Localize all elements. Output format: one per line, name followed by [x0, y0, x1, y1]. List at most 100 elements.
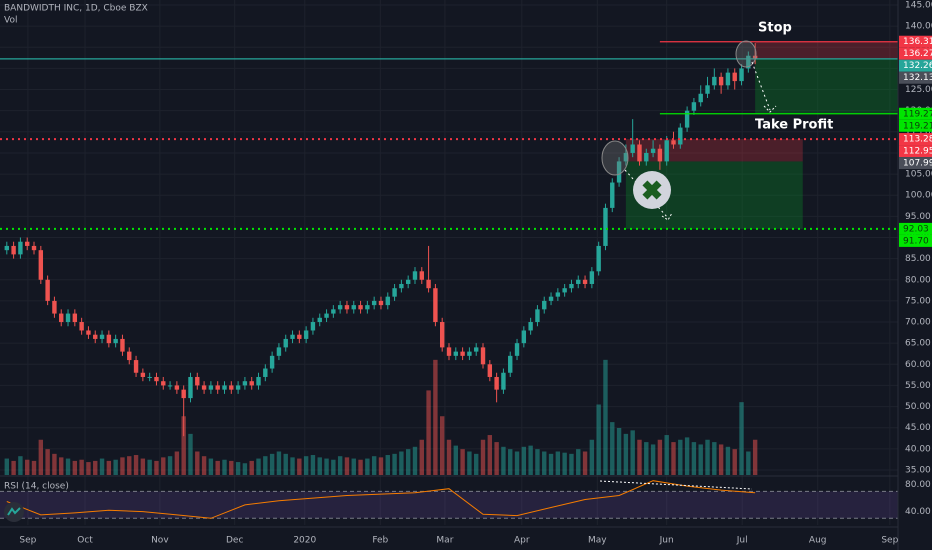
volume-bar	[337, 456, 343, 475]
arrow-head	[763, 105, 777, 113]
x-tick-label: 2020	[293, 536, 316, 546]
price-tag-label: 92.03	[903, 224, 929, 234]
volume-bar	[562, 452, 567, 475]
candle-body	[474, 347, 479, 352]
price-tag	[899, 71, 932, 84]
volume-bar	[603, 359, 608, 475]
candle-body	[494, 376, 499, 390]
volume-bar	[419, 439, 424, 475]
candle-body	[576, 279, 581, 284]
candle-body	[297, 334, 302, 339]
volume-bar	[637, 439, 642, 475]
volume-bar	[45, 449, 50, 475]
volume-bar	[705, 439, 710, 475]
candle-body	[371, 300, 377, 306]
price-tag-label: 119.21	[903, 121, 932, 131]
candle-body	[480, 347, 486, 365]
candle-body	[351, 305, 356, 310]
volume-bar	[242, 463, 248, 475]
volume-bar	[154, 460, 159, 475]
candle-body	[433, 288, 438, 323]
price-tag	[899, 119, 932, 132]
candle-body	[106, 334, 112, 344]
y-tick-label: 100.00	[905, 191, 932, 201]
volume-bar	[229, 460, 234, 475]
volume-bar	[399, 451, 404, 475]
price-tag-label: 107.99	[903, 159, 932, 169]
y-tick-label: 95.00	[905, 212, 931, 222]
volume-bar	[446, 439, 452, 475]
candle-body	[303, 330, 309, 339]
x-tick-label: Dec	[226, 536, 243, 546]
y-tick-label: 40.00	[905, 444, 931, 454]
highlight-circle	[735, 40, 757, 68]
volume-bar	[79, 459, 84, 475]
candle-body	[698, 93, 703, 103]
volume-bar	[650, 444, 656, 475]
volume-bar	[140, 458, 146, 475]
x-tick-label: Oct	[77, 536, 93, 546]
volume-bar	[582, 451, 588, 475]
candle-body	[630, 144, 635, 153]
volume-bar	[188, 433, 193, 475]
volume-bar	[392, 453, 397, 475]
volume-bar	[644, 442, 649, 475]
volume-bar	[269, 453, 275, 475]
y-tick-label: 75.00	[905, 296, 931, 306]
candle-body	[72, 313, 78, 323]
candle-body	[45, 279, 50, 301]
logo-mark	[7, 507, 21, 516]
volume-bar	[324, 458, 329, 475]
volume-bar	[215, 460, 220, 475]
candle-body	[542, 300, 547, 310]
candle-body	[616, 161, 622, 183]
x-tick-label: Jun	[659, 536, 674, 546]
candle-body	[718, 76, 724, 86]
candle-body	[181, 389, 186, 399]
candle-body	[174, 385, 180, 390]
target-zone	[755, 58, 898, 114]
candle-body	[344, 305, 350, 310]
volume-bar	[412, 446, 418, 475]
candle-body	[732, 72, 737, 82]
candle-body	[18, 241, 23, 255]
y-tick-label: 140.00	[905, 22, 932, 32]
candle-body	[514, 343, 520, 356]
y-tick-label: 85.00	[905, 254, 931, 264]
price-tag	[899, 35, 932, 48]
volume-bar	[222, 459, 227, 475]
candle-body	[235, 385, 241, 390]
candle-body	[201, 385, 207, 390]
volume-bar	[460, 449, 465, 475]
y-tick-label: 50.00	[905, 402, 931, 412]
candle-body	[140, 372, 146, 377]
volume-bar	[596, 404, 601, 475]
volume-bar	[542, 451, 547, 475]
candle-body	[508, 355, 513, 373]
candle-body	[453, 351, 459, 356]
y-tick-label: 125.00	[905, 85, 932, 95]
volume-bar	[195, 451, 200, 475]
x-tick-label: Nov	[151, 536, 169, 546]
candle-body	[684, 110, 690, 128]
y-tick-label: 60.00	[905, 360, 931, 370]
rsi-tick-label: 80.00	[905, 480, 931, 490]
volume-bar	[439, 416, 445, 475]
candle-body	[623, 152, 629, 162]
volume-bar	[263, 456, 268, 475]
candle-body	[331, 309, 336, 314]
volume-bar	[283, 453, 288, 475]
candle-body	[657, 148, 663, 162]
x-tick-label: Sep	[19, 536, 36, 546]
candle-body	[446, 347, 452, 356]
volume-bar	[174, 451, 180, 475]
volume-bar	[235, 462, 241, 475]
arrow	[624, 169, 669, 219]
candle-body	[535, 309, 540, 323]
volume-bar	[433, 359, 438, 475]
volume-bar	[514, 451, 520, 475]
volume-bar	[712, 442, 717, 475]
volume-bar	[657, 439, 663, 475]
volume-bar	[467, 451, 472, 475]
